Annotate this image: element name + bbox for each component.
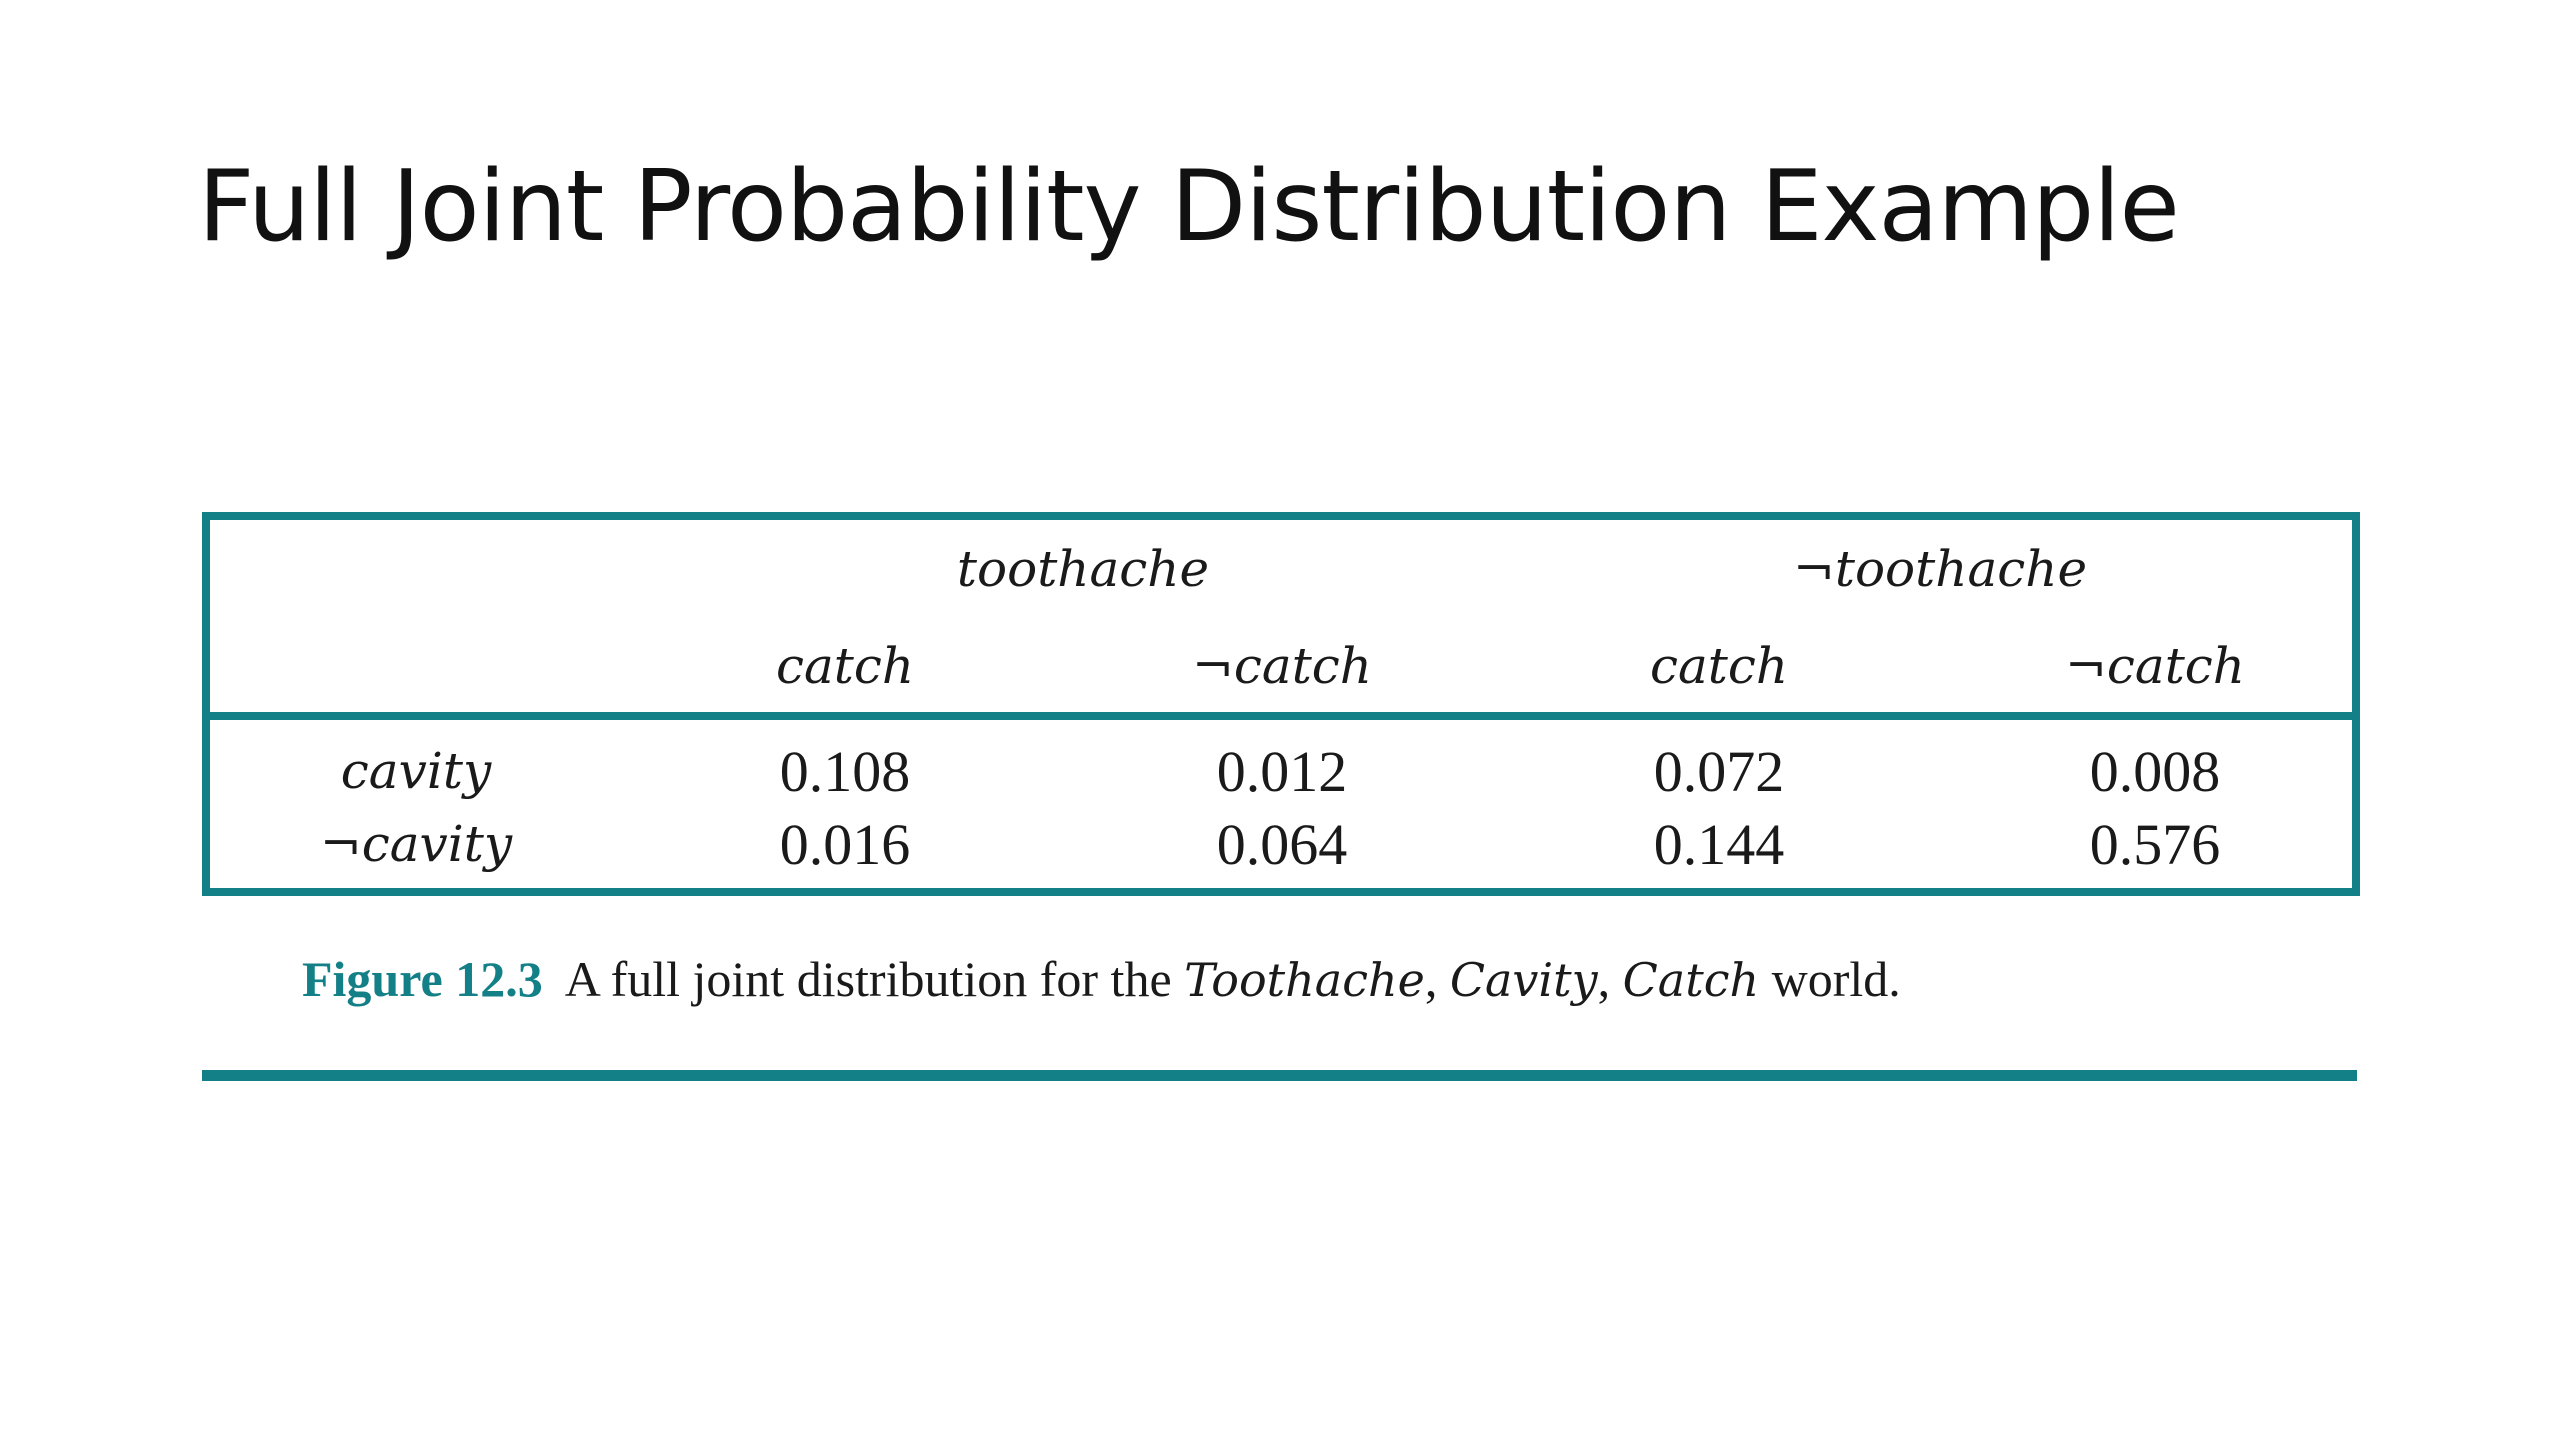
figure-label: Figure 12.3 — [302, 951, 543, 1007]
header-toothache: toothache — [956, 540, 1210, 598]
table-cell: 0.016 — [779, 812, 911, 877]
caption-sep: , — [1597, 951, 1611, 1007]
table-cell: 0.144 — [1653, 812, 1785, 877]
caption-text-prefix: A full joint distribution for the — [564, 951, 1172, 1007]
caption-var-catch: Catch — [1622, 953, 1760, 1007]
row-label-cavity: cavity — [340, 742, 492, 800]
subheader-not-catch-2: ¬catch — [2064, 637, 2246, 695]
table-cell: 0.064 — [1216, 812, 1348, 877]
table-cell: 0.108 — [779, 739, 911, 804]
header-divider — [210, 712, 2352, 720]
probability-table: toothache ¬toothache catch ¬catch catch … — [202, 512, 2360, 896]
bottom-divider — [202, 1070, 2357, 1081]
caption-sep: , — [1424, 951, 1438, 1007]
slide-title: Full Joint Probability Distribution Exam… — [198, 150, 2180, 264]
table-cell: 0.072 — [1653, 739, 1785, 804]
row-label-not-cavity: ¬cavity — [319, 815, 513, 873]
caption-var-toothache: Toothache — [1184, 953, 1425, 1007]
caption-var-cavity: Cavity — [1449, 953, 1598, 1007]
table-cell: 0.012 — [1216, 739, 1348, 804]
table-cell: 0.008 — [2089, 739, 2221, 804]
table-cell: 0.576 — [2089, 812, 2221, 877]
subheader-not-catch-1: ¬catch — [1191, 637, 1373, 695]
subheader-catch-2: catch — [1649, 637, 1789, 695]
caption-text-suffix: world. — [1771, 951, 1901, 1007]
header-not-toothache: ¬toothache — [1792, 540, 2088, 598]
figure-caption: Figure 12.3 A full joint distribution for… — [302, 950, 1901, 1008]
subheader-catch-1: catch — [775, 637, 915, 695]
